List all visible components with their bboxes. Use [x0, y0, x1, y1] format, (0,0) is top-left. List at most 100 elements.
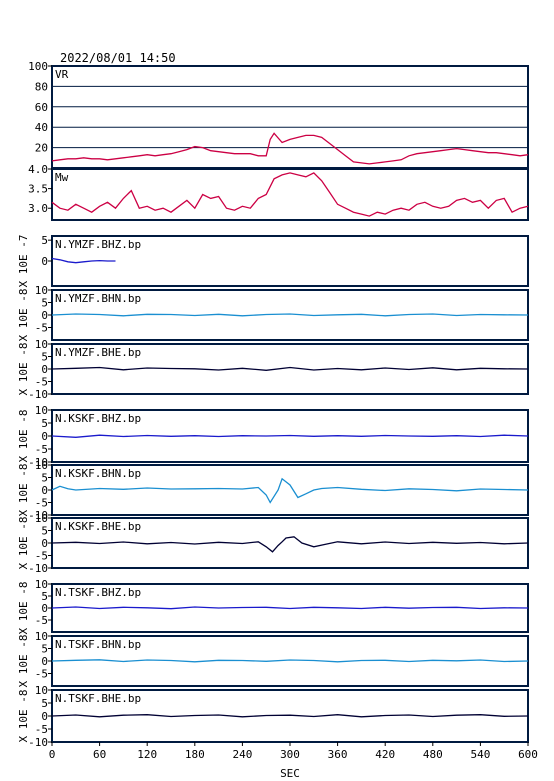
x-axis-label: SEC — [280, 767, 300, 780]
y-tick-label: 5 — [41, 472, 48, 485]
series-line — [51, 477, 529, 504]
series-line — [51, 536, 529, 553]
y-tick-label: -10 — [28, 456, 48, 469]
y-tick-label: -5 — [35, 668, 48, 681]
x-axis: 0 60 120 180 240 300 360 420 480 540 600 — [49, 742, 538, 761]
y-tick-label: -5 — [35, 322, 48, 335]
series-line — [51, 434, 529, 438]
y-tick-label: 5 — [41, 234, 48, 247]
y-tick-label: 0 — [41, 363, 48, 376]
timestamp: 2022/08/01 14:50 — [60, 51, 176, 65]
x-tick-label: 480 — [423, 748, 443, 761]
y-tick-label: 5 — [41, 590, 48, 603]
y-tick-label: 80 — [35, 80, 48, 93]
panel-2: 0 5 X 10E -7 N.YMZF.BHZ.bp — [17, 234, 529, 288]
panel-title: N.TSKF.BHZ.bp — [55, 586, 141, 599]
y-axis-label: X 10E -8 — [17, 517, 30, 570]
panel-title: N.YMZF.BHE.bp — [55, 346, 141, 359]
y-tick-label: 4.0 — [28, 163, 48, 176]
series-line — [51, 313, 529, 317]
y-tick-label: 0 — [41, 255, 48, 268]
y-tick-label: 0 — [41, 484, 48, 497]
y-tick-label: 5 — [41, 525, 48, 538]
y-tick-label: -10 — [28, 736, 48, 749]
y-tick-label: 0 — [41, 537, 48, 550]
y-axis-label: X 10E -8 — [17, 410, 30, 463]
series-line — [51, 172, 529, 217]
y-tick-label: 10 — [35, 338, 48, 351]
y-tick-label: -10 — [28, 509, 48, 522]
series-line — [51, 714, 529, 718]
y-tick-label: 0 — [41, 309, 48, 322]
y-tick-label: 5 — [41, 697, 48, 710]
y-tick-label: 20 — [35, 142, 48, 155]
panel-title: N.TSKF.BHN.bp — [55, 638, 141, 651]
y-tick-label: -5 — [35, 497, 48, 510]
y-tick-label: 5 — [41, 643, 48, 656]
y-tick-label: 40 — [35, 121, 48, 134]
x-tick-label: 540 — [470, 748, 490, 761]
panel-title: N.KSKF.BHN.bp — [55, 467, 141, 480]
y-tick-label: 5 — [41, 297, 48, 310]
y-tick-label: 10 — [35, 578, 48, 591]
x-tick-label: 180 — [185, 748, 205, 761]
y-tick-label: -5 — [35, 443, 48, 456]
y-tick-label: 5 — [41, 351, 48, 364]
y-axis-label: X 10E -7 — [17, 235, 30, 288]
x-tick-label: 420 — [375, 748, 395, 761]
y-tick-label: 10 — [35, 630, 48, 643]
y-axis-label: X 10E -8 — [17, 343, 30, 396]
panel-title: Mw — [55, 171, 69, 184]
x-tick-label: 120 — [137, 748, 157, 761]
x-tick-label: 300 — [280, 748, 300, 761]
panel-title: N.TSKF.BHE.bp — [55, 692, 141, 705]
y-axis-label: X 10E -8 — [17, 289, 30, 342]
y-tick-label: 0 — [41, 710, 48, 723]
panel-1: 3.0 3.5 4.0 Mw — [28, 163, 529, 221]
x-tick-label: 240 — [232, 748, 252, 761]
series-line — [51, 659, 529, 663]
panel-title: N.YMZF.BHZ.bp — [55, 238, 141, 251]
panel-frame — [51, 168, 529, 221]
y-tick-label: 3.0 — [28, 202, 48, 215]
y-tick-label: 60 — [35, 101, 48, 114]
series-line — [51, 366, 529, 371]
y-tick-label: -10 — [28, 388, 48, 401]
panel-frame — [51, 65, 529, 169]
x-tick-label: 0 — [49, 748, 56, 761]
panel-title: N.YMZF.BHN.bp — [55, 292, 141, 305]
x-tick-label: 600 — [518, 748, 538, 761]
y-tick-label: 10 — [35, 684, 48, 697]
y-axis-label: X 10E -8 — [17, 635, 30, 688]
y-tick-label: -5 — [35, 614, 48, 627]
y-axis-label: X 10E -8 — [17, 464, 30, 517]
panel-title: N.KSKF.BHE.bp — [55, 520, 141, 533]
y-tick-label: 100 — [28, 60, 48, 73]
y-tick-label: -5 — [35, 376, 48, 389]
series-line — [51, 257, 116, 264]
y-tick-label: 10 — [35, 404, 48, 417]
x-tick-label: 360 — [328, 748, 348, 761]
x-tick-label: 60 — [93, 748, 106, 761]
panel-0: 20 40 60 80 100 VR — [28, 60, 529, 169]
y-tick-label: 10 — [35, 284, 48, 297]
y-tick-label: 5 — [41, 417, 48, 430]
panel-title: VR — [55, 68, 69, 81]
y-axis-label: X 10E -8 — [17, 582, 30, 635]
y-axis-label: X 10E -8 — [17, 690, 30, 743]
y-tick-label: 10 — [35, 459, 48, 472]
y-tick-label: 0 — [41, 655, 48, 668]
y-tick-label: -5 — [35, 550, 48, 563]
y-tick-label: 3.5 — [28, 183, 48, 196]
y-tick-label: 10 — [35, 512, 48, 525]
